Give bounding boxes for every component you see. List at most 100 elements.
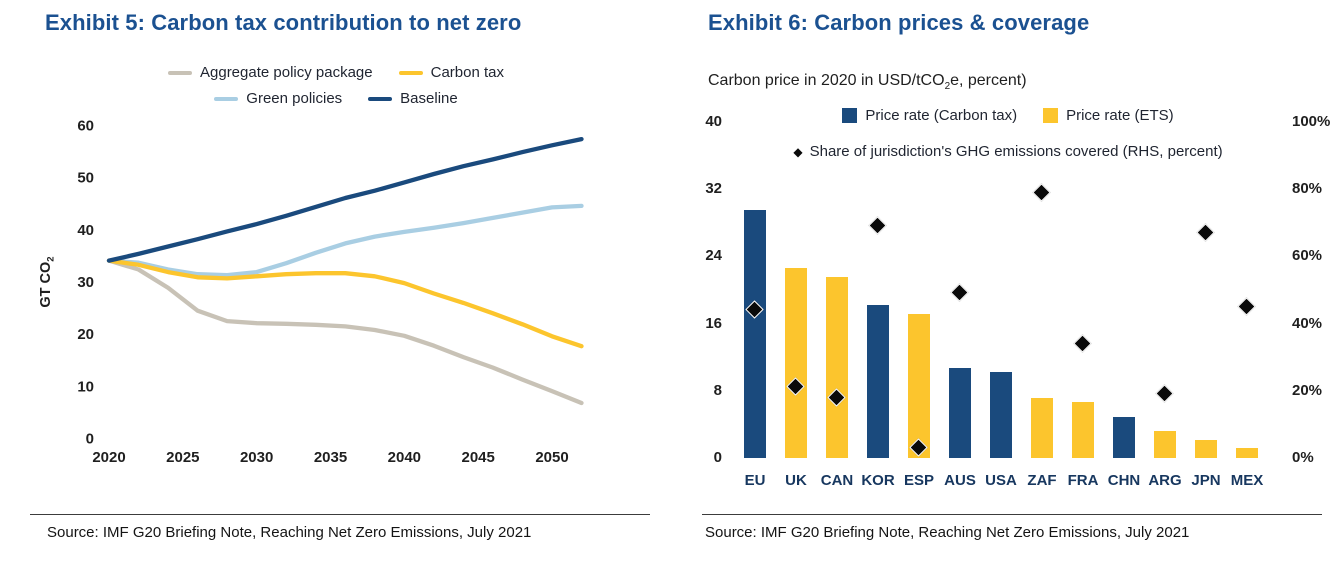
category-label-chn: CHN [1107, 472, 1141, 489]
exhibit6-right-axis-tick: 20% [1292, 381, 1323, 399]
exhibit5-ytick: 50 [77, 170, 94, 187]
coverage-diamond-kor [868, 216, 887, 235]
category-label-esp: ESP [903, 472, 934, 489]
exhibit5-ytick: 0 [86, 431, 94, 448]
legend-item-price-rate-carbon-tax-: Price rate (Carbon tax) [842, 107, 1017, 124]
exhibit6-bar-chart: 0 8 16 24 32 40 0% 20% 40% 60% 80% 100% EU UK CAN KOR ES… [672, 0, 1344, 567]
category-label-zaf: ZAF [1027, 472, 1057, 489]
exhibit5-xtick: 2030 [240, 449, 273, 466]
diamond-icon: ◆ [793, 144, 803, 159]
legend-label: Baseline [400, 90, 458, 107]
series-line-yellow [106, 258, 584, 349]
coverage-diamond-jpn [1196, 223, 1215, 242]
legend-item-carbon-tax: Carbon tax [398, 64, 504, 81]
coverage-diamond-zaf [1032, 182, 1051, 202]
exhibit5-xtick: 2045 [461, 449, 494, 466]
exhibit5-xtick: 2050 [535, 449, 568, 466]
exhibit5-xtick: 2035 [314, 449, 347, 466]
exhibit6-right-axis-tick: 40% [1292, 314, 1323, 332]
exhibit6-left-axis-tick: 32 [705, 180, 722, 198]
category-label-usa: USA [985, 472, 1017, 489]
exhibit6-left-axis-tick: 24 [705, 247, 722, 265]
category-label-kor: KOR [861, 472, 895, 489]
exhibit6-subtitle-subscript: 2 [944, 81, 951, 93]
legend-label: Price rate (ETS) [1066, 107, 1174, 124]
bar-usa [990, 372, 1012, 458]
category-label-can: CAN [820, 472, 854, 489]
exhibit6-subtitle: Carbon price in 2020 in USD/tCO2e, perce… [708, 72, 1027, 92]
exhibit6-source: Source: IMF G20 Briefing Note, Reaching … [705, 524, 1190, 541]
legend-item-baseline: Baseline [368, 90, 458, 107]
exhibit5-title: Exhibit 5: Carbon tax contribution to ne… [45, 10, 522, 35]
exhibit5-source: Source: IMF G20 Briefing Note, Reaching … [47, 524, 532, 541]
bar-jpn [1195, 439, 1217, 458]
line-swatch-icon [398, 70, 423, 75]
coverage-diamond-mex [1237, 297, 1256, 316]
bar-mex [1236, 447, 1258, 458]
category-label-eu: EU [744, 472, 766, 489]
bar-aus [949, 368, 971, 458]
exhibit5-ytick: 40 [77, 222, 94, 239]
coverage-diamond-fra [1073, 334, 1092, 353]
exhibit6-right-axis-tick: 0% [1292, 449, 1314, 466]
legend-label: Aggregate policy package [200, 64, 373, 81]
exhibit5-xtick: 2020 [92, 449, 125, 466]
bar-arg [1154, 431, 1176, 458]
exhibit5-ytick: 10 [77, 378, 94, 395]
legend-item-price-rate-ets-: Price rate (ETS) [1043, 107, 1174, 124]
bar-kor [867, 305, 889, 458]
panel-exhibit5: Exhibit 5: Carbon tax contribution to ne… [30, 10, 650, 541]
legend-label: Price rate (Carbon tax) [865, 107, 1018, 124]
legend-label: Carbon tax [430, 64, 504, 81]
exhibit5-ytick: 20 [77, 326, 94, 343]
exhibit5-legend-row: Aggregate policy package Carbon tax [168, 64, 504, 81]
exhibit6-subtitle-tail: e, percent) [950, 72, 1027, 89]
bar-zaf [1031, 398, 1053, 458]
bar-chn [1113, 416, 1135, 458]
exhibit5-divider [30, 514, 650, 515]
exhibit6-right-axis-tick: 60% [1292, 247, 1323, 265]
square-swatch-icon [1043, 108, 1059, 123]
exhibit6-scatter-legend-label: Share of jurisdiction's GHG emissions co… [809, 143, 1223, 160]
series-line-gray [106, 258, 584, 406]
exhibit5-ytick: 30 [77, 274, 94, 291]
legend-label: Green policies [246, 90, 343, 107]
square-swatch-icon [842, 108, 858, 123]
coverage-diamond-aus [950, 283, 969, 303]
exhibit5-xtick: 2040 [388, 449, 421, 466]
exhibit6-scatter-legend: ◆ Share of jurisdiction's GHG emissions … [702, 143, 1314, 160]
exhibit6-left-axis-tick: 16 [705, 314, 722, 332]
bar-uk [785, 268, 807, 458]
exhibit6-title: Exhibit 6: Carbon prices & coverage [708, 10, 1090, 35]
exhibit6-legend: Price rate (Carbon tax) Price rate (ETS) [702, 107, 1314, 124]
exhibit6-subtitle-text: Carbon price in 2020 in USD/tCO [708, 72, 945, 89]
series-line-navy [106, 136, 584, 263]
coverage-diamond-arg [1155, 384, 1174, 403]
exhibit6-left-axis-tick: 0 [713, 449, 722, 466]
category-label-mex: MEX [1230, 472, 1264, 489]
legend-item-green-policies: Green policies [214, 90, 342, 107]
category-label-jpn: JPN [1191, 472, 1221, 489]
bar-can [826, 277, 848, 458]
line-swatch-icon [168, 70, 192, 75]
bar-eu [744, 210, 766, 458]
bar-fra [1072, 401, 1094, 458]
legend-item-aggregate-policy-package: Aggregate policy package [168, 64, 373, 81]
category-label-arg: ARG [1148, 472, 1182, 489]
exhibit6-right-axis-tick: 100% [1292, 113, 1331, 130]
exhibit6-left-axis-tick: 40 [705, 113, 722, 130]
exhibit6-left-axis-tick: 8 [713, 381, 722, 399]
category-label-aus: AUS [944, 472, 976, 489]
panel-exhibit6: Exhibit 6: Carbon prices & coverage Carb… [672, 0, 1344, 567]
bar-esp [908, 314, 930, 458]
series-line-lightblue [106, 203, 584, 278]
exhibit5-legend-row: Green policies Baseline [214, 90, 458, 107]
line-swatch-icon [214, 96, 239, 101]
exhibit6-divider [702, 514, 1322, 515]
exhibit5-xtick: 2025 [166, 449, 199, 466]
exhibit5-ylabel: GT CO2 [38, 256, 57, 307]
exhibit5-ytick: 60 [77, 118, 94, 135]
category-label-fra: FRA [1067, 472, 1099, 489]
